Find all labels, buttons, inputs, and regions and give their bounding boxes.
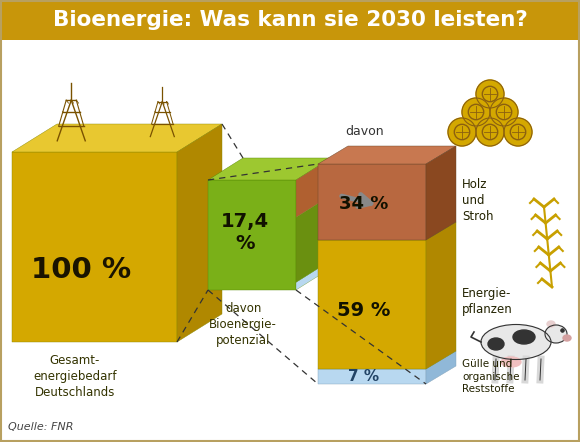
Text: davon: davon (345, 125, 383, 138)
Text: Bioenergie: Was kann sie 2030 leisten?: Bioenergie: Was kann sie 2030 leisten? (53, 10, 527, 30)
Bar (0, 0, 580, 40)
Ellipse shape (545, 325, 567, 343)
Polygon shape (318, 222, 456, 240)
Polygon shape (426, 146, 456, 240)
Polygon shape (318, 351, 456, 369)
Polygon shape (296, 195, 331, 282)
Ellipse shape (513, 330, 535, 344)
Polygon shape (296, 158, 331, 217)
Polygon shape (426, 222, 456, 369)
Polygon shape (177, 124, 222, 342)
Ellipse shape (563, 335, 571, 341)
Polygon shape (208, 158, 331, 180)
Text: 17,4
%: 17,4 % (221, 212, 269, 253)
Circle shape (448, 118, 476, 146)
Ellipse shape (501, 357, 521, 367)
Polygon shape (208, 180, 296, 290)
Text: 34 %: 34 % (339, 194, 388, 213)
Polygon shape (426, 351, 456, 384)
Text: 7 %: 7 % (348, 369, 379, 384)
Text: Gesamt-
energiebedarf
Deutschlands: Gesamt- energiebedarf Deutschlands (33, 354, 117, 399)
Polygon shape (296, 260, 331, 290)
Text: Gülle und
organische
Reststoffe: Gülle und organische Reststoffe (462, 359, 520, 394)
Polygon shape (318, 164, 426, 240)
Text: Quelle: FNR: Quelle: FNR (8, 422, 74, 432)
Text: Holz
und
Stroh: Holz und Stroh (462, 178, 494, 223)
Circle shape (490, 98, 518, 126)
Text: 100 %: 100 % (31, 256, 131, 284)
Polygon shape (12, 152, 177, 342)
Circle shape (476, 80, 504, 108)
Text: 59 %: 59 % (336, 301, 390, 320)
Circle shape (504, 118, 532, 146)
Polygon shape (318, 369, 426, 384)
Polygon shape (318, 146, 456, 164)
Circle shape (462, 98, 490, 126)
Text: davon
Bioenergie-
potenzial: davon Bioenergie- potenzial (209, 302, 277, 347)
Polygon shape (318, 240, 426, 369)
Ellipse shape (488, 338, 504, 350)
Text: Energie-
pflanzen: Energie- pflanzen (462, 287, 513, 316)
Ellipse shape (481, 324, 551, 359)
Circle shape (476, 118, 504, 146)
Polygon shape (12, 124, 222, 152)
Ellipse shape (547, 321, 555, 327)
